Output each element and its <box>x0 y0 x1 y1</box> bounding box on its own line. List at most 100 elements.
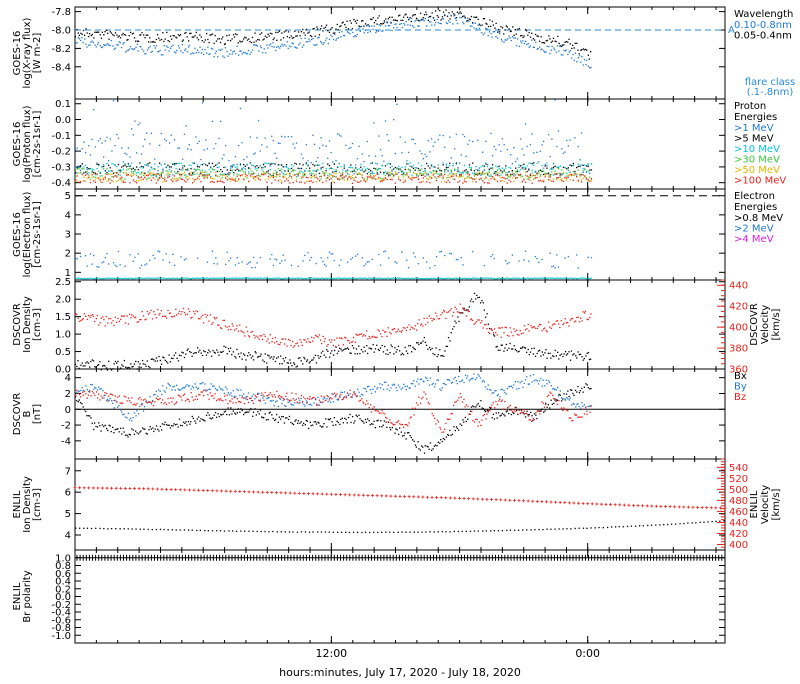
data-point <box>367 261 368 262</box>
data-point <box>498 278 499 279</box>
legend-title: Energies <box>734 202 777 213</box>
data-point <box>89 367 90 368</box>
data-point <box>337 133 338 134</box>
data-point <box>523 259 524 260</box>
data-point <box>580 277 581 278</box>
data-point <box>521 42 522 43</box>
data-point <box>365 335 366 336</box>
data-point <box>149 37 150 38</box>
data-point <box>510 327 511 328</box>
data-point <box>388 163 389 164</box>
data-point <box>292 341 293 342</box>
data-point <box>118 44 119 45</box>
data-point <box>566 49 567 50</box>
data-point <box>106 30 107 31</box>
data-point <box>179 177 180 178</box>
data-point <box>240 108 241 109</box>
data-point <box>93 169 94 170</box>
data-point <box>76 42 77 43</box>
data-point <box>493 334 494 335</box>
data-point <box>373 175 374 176</box>
data-point <box>533 38 534 39</box>
data-point <box>100 138 101 139</box>
data-point <box>574 321 575 322</box>
data-point <box>525 416 526 417</box>
data-point <box>85 255 86 256</box>
y-tick-label: -2 <box>61 421 71 432</box>
data-point <box>447 16 448 17</box>
data-point <box>193 418 194 419</box>
data-point <box>520 330 521 331</box>
data-point <box>535 175 536 176</box>
data-point <box>331 278 332 279</box>
data-point <box>200 174 201 175</box>
data-point <box>343 422 344 423</box>
data-point <box>100 45 101 46</box>
data-point <box>567 54 568 55</box>
data-point <box>485 324 486 325</box>
data-point <box>410 166 411 167</box>
data-point <box>225 326 226 327</box>
data-point <box>420 450 421 451</box>
data-point <box>410 435 411 436</box>
data-point <box>413 252 414 253</box>
data-point <box>290 278 291 279</box>
data-point <box>136 172 137 173</box>
data-point <box>87 361 88 362</box>
data-point <box>212 178 213 179</box>
data-point <box>96 46 97 47</box>
data-point <box>550 180 551 181</box>
data-point <box>296 176 297 177</box>
data-point <box>150 278 151 279</box>
data-point <box>439 175 440 176</box>
data-point <box>444 439 445 440</box>
data-point <box>88 391 89 392</box>
data-point <box>464 308 465 309</box>
data-point <box>368 155 369 156</box>
data-point <box>311 36 312 37</box>
data-point <box>549 326 550 327</box>
data-point <box>279 344 280 345</box>
data-point <box>181 388 182 389</box>
data-point <box>352 171 353 172</box>
data-point <box>134 278 135 279</box>
data-point <box>538 173 539 174</box>
data-point <box>111 431 112 432</box>
data-point <box>199 141 200 142</box>
data-point <box>586 171 587 172</box>
data-point <box>77 258 78 259</box>
data-point <box>491 36 492 37</box>
data-point <box>408 169 409 170</box>
data-point <box>571 174 572 175</box>
data-point <box>332 168 333 169</box>
data-point <box>121 47 122 48</box>
data-point <box>493 31 494 32</box>
data-point <box>96 164 97 165</box>
data-point <box>457 167 458 168</box>
legend-entry: >0.8 MeV <box>734 213 783 224</box>
data-point <box>317 178 318 179</box>
data-point <box>583 392 584 393</box>
data-point <box>316 362 317 363</box>
data-point <box>549 38 550 39</box>
data-point <box>162 259 163 260</box>
data-point <box>449 165 450 166</box>
data-point <box>88 36 89 37</box>
data-point <box>483 327 484 328</box>
data-point <box>165 316 166 317</box>
data-point <box>259 34 260 35</box>
data-point <box>425 324 426 325</box>
data-point <box>169 169 170 170</box>
data-point <box>179 47 180 48</box>
data-point <box>116 35 117 36</box>
data-point <box>426 261 427 262</box>
data-point <box>465 278 466 279</box>
data-point <box>92 359 93 360</box>
data-point <box>207 262 208 263</box>
data-point <box>174 265 175 266</box>
data-point <box>138 253 139 254</box>
data-point <box>227 174 228 175</box>
data-point <box>90 182 91 183</box>
data-point <box>443 18 444 19</box>
data-point <box>556 254 557 255</box>
